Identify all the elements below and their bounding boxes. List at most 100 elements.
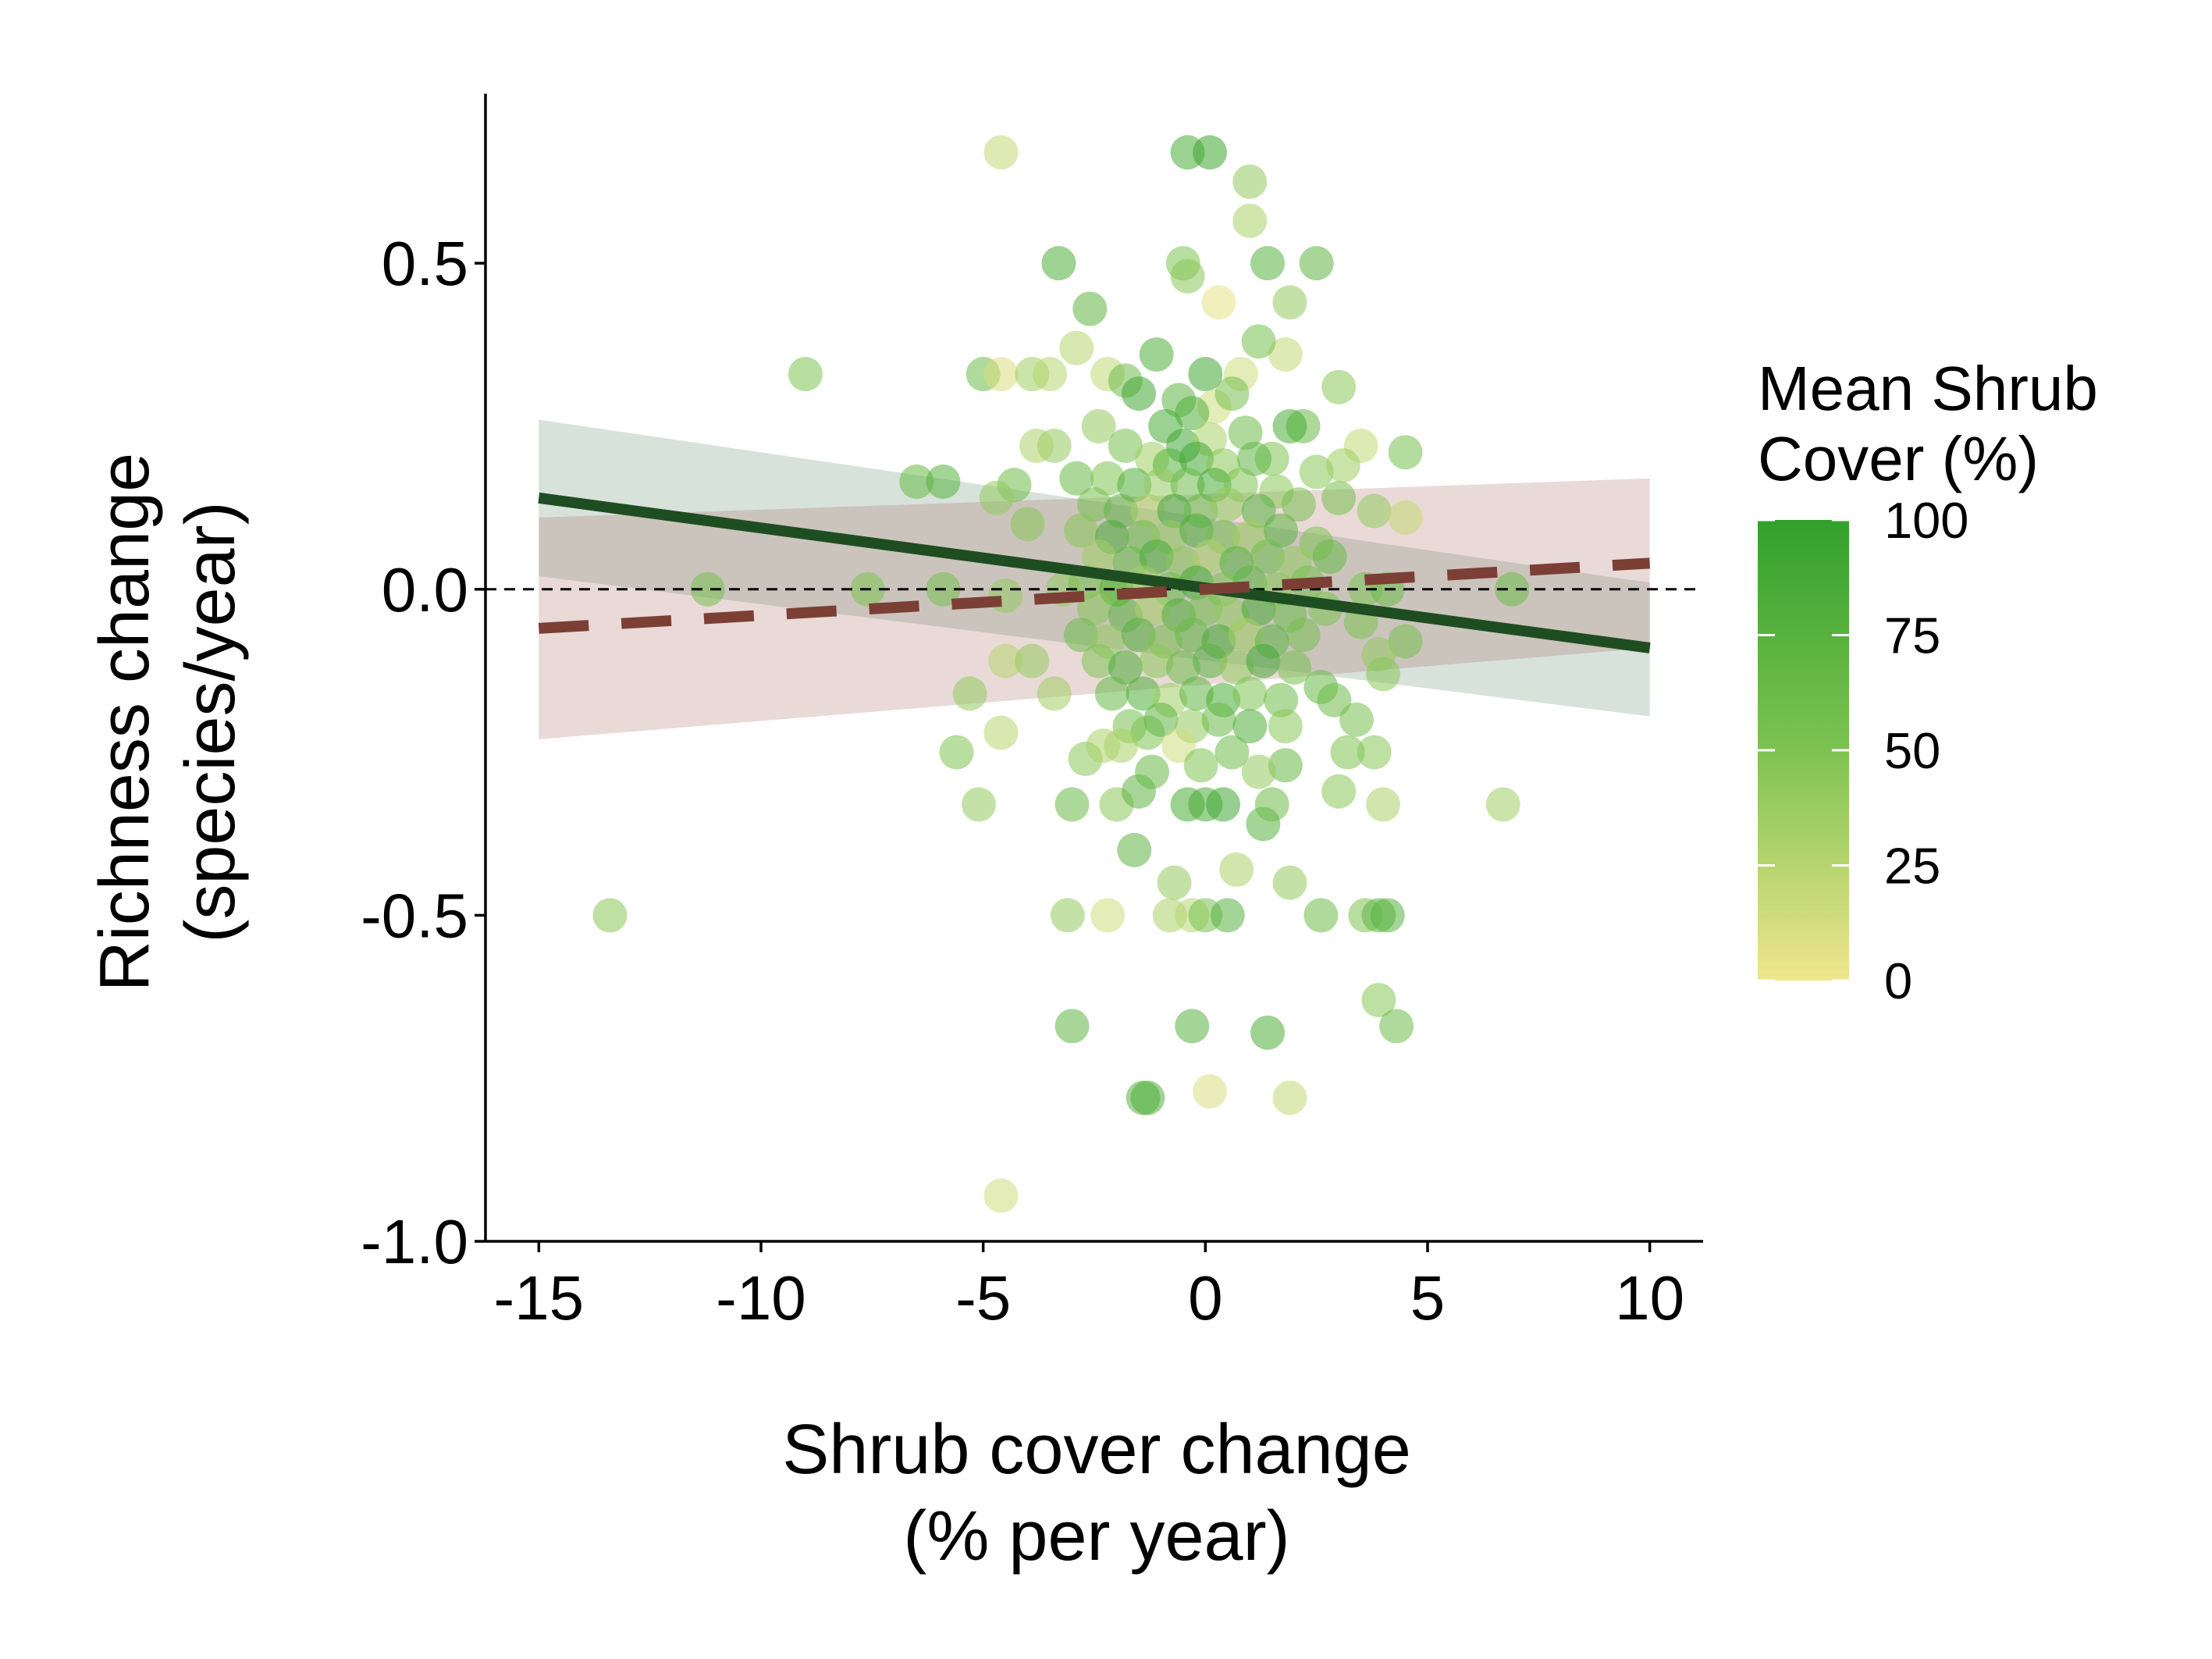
y-tick-label: 0.5 — [382, 229, 468, 298]
scatter-point — [1054, 1009, 1090, 1044]
colorbar-title-line2: Cover (%) — [1758, 424, 2039, 493]
scatter-point — [1175, 1009, 1210, 1044]
scatter-point — [1175, 396, 1210, 431]
scatter-point — [1143, 468, 1179, 503]
scatter-point — [1317, 682, 1352, 717]
scatter-point — [1188, 591, 1223, 626]
scatter-point — [961, 787, 996, 822]
scatter-point — [1157, 493, 1192, 529]
scatter-point — [1059, 330, 1094, 365]
scatter-point — [1366, 787, 1401, 822]
scatter-point — [1135, 591, 1170, 626]
scatter-point — [1090, 461, 1126, 496]
scatter-point — [1250, 246, 1286, 281]
scatter-point — [1236, 441, 1271, 476]
scatter-point — [1015, 643, 1050, 678]
x-tick-label: -10 — [716, 1263, 806, 1333]
y-tick-label: 0.0 — [382, 555, 468, 625]
scatter-point — [1161, 728, 1197, 764]
scatter-point — [1388, 500, 1423, 535]
axes — [484, 94, 1703, 1243]
scatter-point — [1170, 258, 1205, 294]
scatter-point — [1241, 754, 1276, 789]
scatter-point — [1130, 1080, 1165, 1116]
colorbar-tick-label: 25 — [1884, 838, 1940, 895]
scatter-point — [1193, 135, 1228, 170]
scatter-point — [1379, 1009, 1414, 1044]
scatter-point — [1264, 513, 1299, 548]
scatter-point — [1281, 487, 1316, 522]
scatter-point — [1063, 513, 1098, 548]
scatter-point — [1241, 493, 1276, 529]
scatter-point — [1206, 787, 1241, 822]
scatter-point — [788, 357, 823, 392]
scatter-point — [1054, 787, 1090, 822]
scatter-point — [1019, 429, 1054, 464]
scatter-point — [1232, 676, 1268, 711]
scatter-point — [1232, 164, 1268, 199]
scatter-point — [1321, 480, 1357, 515]
scatter-point — [1268, 337, 1303, 372]
scatter-point — [1139, 643, 1174, 678]
scatter-point — [1108, 429, 1143, 464]
scatter-point — [1232, 709, 1268, 744]
scatter-point — [1117, 832, 1152, 867]
scatter-point — [1090, 898, 1126, 933]
x-tick-label: 0 — [1188, 1263, 1223, 1333]
y-axis-title-line2: (species/year) — [172, 501, 250, 942]
y-tick-label: -1.0 — [361, 1207, 468, 1276]
scatter-point — [1312, 539, 1347, 575]
scatter-point — [1117, 468, 1152, 503]
scatter-point — [983, 715, 1019, 750]
scatter-point — [939, 735, 974, 770]
scatter-point — [1325, 448, 1360, 483]
scatter-point — [1094, 676, 1129, 711]
colorbar-ticks: 0 25 50 75 100 — [1758, 492, 1968, 1009]
scatter-point — [690, 571, 725, 607]
scatter-point — [1059, 461, 1094, 496]
scatter-point — [1272, 1080, 1307, 1116]
scatter-point — [1321, 774, 1357, 809]
scatter-point — [1232, 203, 1268, 238]
scatter-point — [1081, 408, 1116, 443]
scatter-point — [1264, 682, 1299, 717]
y-tick-label: -0.5 — [361, 881, 468, 950]
scatter-point — [1268, 709, 1303, 744]
scatter-point — [1246, 643, 1281, 678]
colorbar-title-line1: Mean Shrub — [1758, 354, 2098, 423]
scatter-point — [1214, 735, 1250, 770]
colorbar-legend: Mean Shrub Cover (%) 0 25 50 75 100 — [1758, 354, 2098, 1009]
x-tick-label: -15 — [494, 1263, 585, 1333]
x-axis-ticks: -15 -10 -5 0 5 10 — [494, 1241, 1684, 1333]
scatter-point — [1135, 754, 1170, 789]
scatter-point — [1357, 493, 1392, 529]
dashed-fit-line — [538, 557, 1651, 634]
scatter-point — [1366, 657, 1401, 692]
scatter-point — [1077, 487, 1111, 522]
scatter-point — [988, 579, 1023, 614]
scatter-point — [1214, 376, 1250, 411]
scatter-point — [1277, 650, 1312, 685]
solid-fit-line — [538, 492, 1651, 653]
scatter-point — [1188, 357, 1223, 392]
scatter-point — [592, 898, 628, 933]
scatter-point — [1193, 643, 1228, 678]
scatter-point — [1121, 376, 1156, 411]
scatter-point — [1299, 454, 1334, 490]
scatter-point — [1041, 246, 1076, 281]
scatter-point — [1370, 898, 1405, 933]
scatter-point — [1250, 1015, 1286, 1050]
scatter-point — [1254, 787, 1289, 822]
scatter-point — [1330, 735, 1365, 770]
scatter-point — [926, 464, 961, 499]
scatter-point — [1010, 507, 1045, 542]
scatter-point — [1179, 513, 1214, 548]
scatter-point — [1121, 618, 1156, 653]
scatter-point — [1139, 539, 1174, 575]
scatter-point — [1108, 650, 1143, 685]
scatter-point — [1072, 291, 1108, 326]
scatter-point — [1081, 643, 1116, 678]
scatter-point — [1272, 865, 1307, 900]
scatter-point — [1201, 702, 1236, 737]
